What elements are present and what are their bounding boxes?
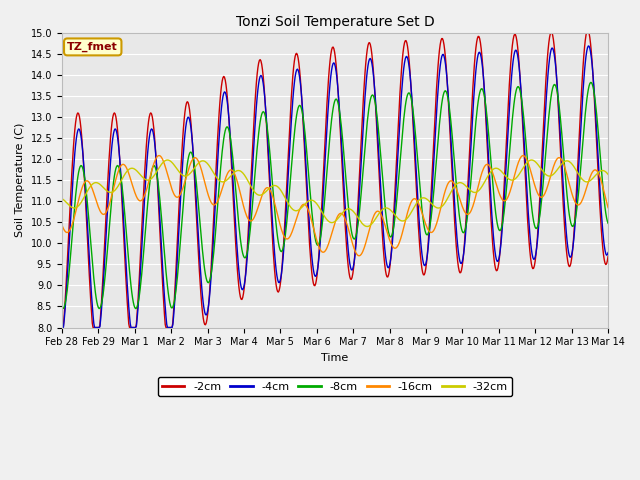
Y-axis label: Soil Temperature (C): Soil Temperature (C) xyxy=(15,123,25,238)
Title: Tonzi Soil Temperature Set D: Tonzi Soil Temperature Set D xyxy=(236,15,435,29)
Text: TZ_fmet: TZ_fmet xyxy=(67,42,118,52)
Legend: -2cm, -4cm, -8cm, -16cm, -32cm: -2cm, -4cm, -8cm, -16cm, -32cm xyxy=(157,377,512,396)
X-axis label: Time: Time xyxy=(321,353,349,363)
